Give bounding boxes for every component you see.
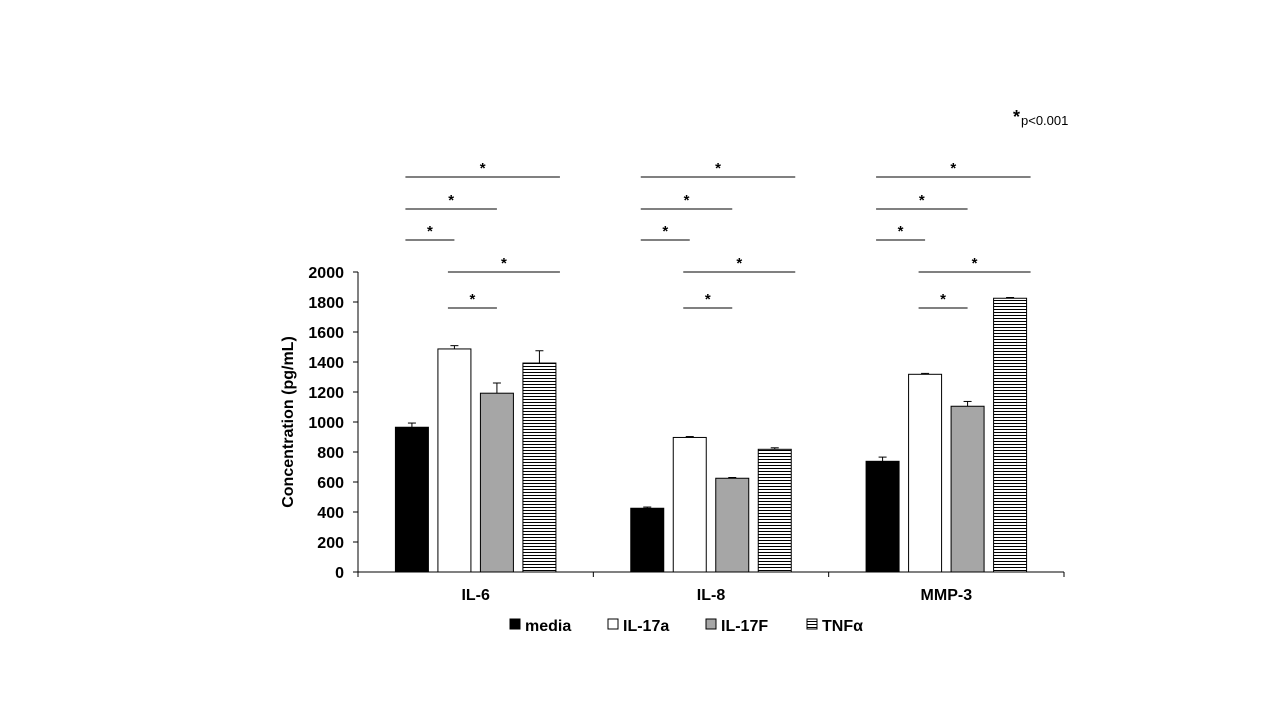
bar-IL-17F-MMP-3 [950,405,985,573]
y-tick-label: 0 [335,565,344,582]
significance-star: * [940,291,946,308]
bar-IL-17a-MMP-3 [908,373,943,573]
y-tick-label: 1400 [308,355,344,372]
y-axis-title: Concentration (pg/mL) [280,336,297,508]
significance-star: * [715,160,721,177]
x-category-label: MMP-3 [921,587,973,604]
y-tick-label: 2000 [308,265,344,282]
significance-star: * [919,192,925,209]
bar-IL-17F-IL-6 [479,392,514,573]
legend-label-media: media [525,618,571,635]
significance-star: * [736,255,742,272]
y-tick-label: 1000 [308,415,344,432]
y-tick-label: 1800 [308,295,344,312]
x-category-label: IL-8 [697,587,726,604]
y-tick-label: 1600 [308,325,344,342]
note-star: * [1013,107,1020,127]
legend-swatch-media [509,618,521,630]
significance-note: * p<0.001 [1013,107,1068,128]
significance-star: * [705,291,711,308]
bar-TNFα-IL-6 [522,362,557,573]
bar-media-IL-6 [394,426,429,573]
bar-IL-17a-IL-6 [437,348,472,573]
bar-IL-17a-IL-8 [672,436,707,573]
significance-star: * [501,255,507,272]
bar-media-MMP-3 [865,460,900,573]
bar-TNFα-MMP-3 [993,297,1028,573]
significance-star: * [662,223,668,240]
significance-annotations: * * * * * * * * * * * * * * * [405,160,1031,309]
bar-TNFα-IL-8 [757,448,792,573]
significance-star: * [448,192,454,209]
bar-media-IL-8 [630,507,665,573]
significance-star: * [469,291,475,308]
y-tick-label: 600 [317,475,344,492]
significance-star: * [480,160,486,177]
significance-star: * [972,255,978,272]
y-tick-label: 1200 [308,385,344,402]
legend-label-IL-17a: IL-17a [623,618,669,635]
significance-star: * [427,223,433,240]
chart-bars [394,297,1028,573]
legend-label-IL-17F: IL-17F [721,618,768,635]
y-tick-label: 400 [317,505,344,522]
significance-star: * [684,192,690,209]
significance-star: * [898,223,904,240]
x-category-label: IL-6 [461,587,490,604]
significance-star: * [950,160,956,177]
chart-legend: media IL-17a IL-17F TNFα [509,618,863,635]
chart-axes: 0 200 400 600 800 1000 1200 1400 1600 1800 2000 IL-… [280,265,1065,604]
legend-label-TNFα: TNFα [822,618,863,635]
legend-swatch-TNFα [806,618,818,630]
legend-swatch-IL-17a [607,618,619,630]
y-tick-label: 200 [317,535,344,552]
bar-IL-17F-IL-8 [715,477,750,573]
note-text: p<0.001 [1021,113,1068,128]
legend-swatch-IL-17F [705,618,717,630]
y-tick-label: 800 [317,445,344,462]
